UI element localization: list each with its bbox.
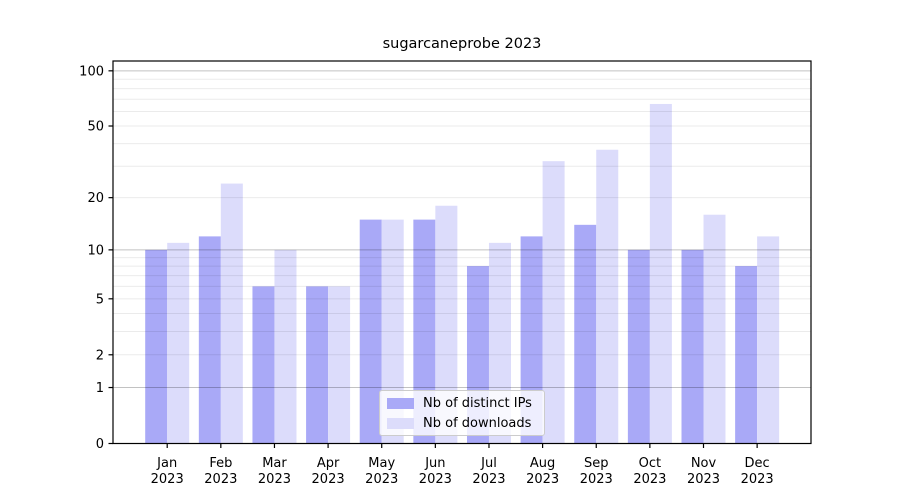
bar-mar-downloads xyxy=(274,249,297,444)
bar-sep-downloads xyxy=(596,149,619,444)
x-tick-label-month-dec: Dec xyxy=(745,456,770,471)
y-tick-label-1: 1 xyxy=(96,381,104,396)
y-tick-label-100: 100 xyxy=(79,64,104,79)
x-tick-label-year-sep: 2023 xyxy=(580,472,613,487)
x-tick-label-month-jan: Jan xyxy=(156,456,177,471)
legend-label-downloads: Nb of downloads xyxy=(423,415,532,431)
x-tick-label-year-jun: 2023 xyxy=(419,472,452,487)
bar-oct-downloads xyxy=(649,103,672,444)
y-tick-label-0: 0 xyxy=(96,437,104,452)
x-tick-label-year-may: 2023 xyxy=(365,472,398,487)
x-tick-label-month-jul: Jul xyxy=(480,456,497,471)
x-tick-label-year-jan: 2023 xyxy=(151,472,184,487)
bar-may-downloads xyxy=(381,219,404,444)
legend-swatch-downloads xyxy=(387,417,414,429)
legend-swatch-ips xyxy=(387,397,414,409)
x-tick-label-month-apr: Apr xyxy=(317,456,340,471)
bar-sep-ips xyxy=(574,224,597,444)
x-tick-label-year-oct: 2023 xyxy=(633,472,666,487)
x-tick-label-month-mar: Mar xyxy=(262,456,287,471)
y-tick-label-20: 20 xyxy=(87,191,104,206)
x-tick-label-year-jul: 2023 xyxy=(472,472,505,487)
x-tick-label-month-nov: Nov xyxy=(691,456,717,471)
x-tick-label-year-dec: 2023 xyxy=(741,472,774,487)
x-tick-label-month-jun: Jun xyxy=(424,456,445,471)
bar-mar-ips xyxy=(252,286,275,444)
x-tick-label-month-may: May xyxy=(368,456,395,471)
legend-item-distinct-ips: Nb of distinct IPs xyxy=(387,396,536,411)
bar-nov-downloads xyxy=(703,214,726,444)
bar-jan-downloads xyxy=(167,242,190,444)
bar-may-ips xyxy=(359,219,382,444)
bar-feb-downloads xyxy=(220,183,243,444)
bar-jun-downloads xyxy=(435,205,458,444)
x-tick-label-year-nov: 2023 xyxy=(687,472,720,487)
x-tick-label-year-mar: 2023 xyxy=(258,472,291,487)
x-tick-label-month-oct: Oct xyxy=(639,456,661,471)
y-tick-label-2: 2 xyxy=(96,348,104,363)
bar-apr-ips xyxy=(306,286,329,444)
bar-oct-ips xyxy=(627,249,650,444)
chart-legend: Nb of distinct IPs Nb of downloads xyxy=(379,390,545,436)
bar-feb-ips xyxy=(198,236,221,444)
x-tick-label-month-feb: Feb xyxy=(209,456,232,471)
y-tick-label-5: 5 xyxy=(96,292,104,307)
x-tick-label-year-aug: 2023 xyxy=(526,472,559,487)
bar-jan-ips xyxy=(145,249,168,444)
y-tick-label-10: 10 xyxy=(87,243,104,258)
bar-aug-downloads xyxy=(542,161,565,444)
bar-apr-downloads xyxy=(328,286,351,444)
legend-item-downloads: Nb of downloads xyxy=(387,416,536,431)
chart-title: sugarcaneprobe 2023 xyxy=(382,36,542,52)
x-tick-label-year-apr: 2023 xyxy=(312,472,345,487)
bar-dec-ips xyxy=(735,266,758,444)
x-tick-label-year-feb: 2023 xyxy=(204,472,237,487)
x-tick-label-month-aug: Aug xyxy=(530,456,555,471)
bar-nov-ips xyxy=(681,249,704,444)
bar-dec-downloads xyxy=(757,236,780,444)
y-tick-label-50: 50 xyxy=(87,120,104,135)
bar-jun-ips xyxy=(413,219,436,444)
plot-spines xyxy=(112,60,812,445)
legend-label-ips: Nb of distinct IPs xyxy=(423,395,532,411)
x-tick-label-month-sep: Sep xyxy=(584,456,609,471)
